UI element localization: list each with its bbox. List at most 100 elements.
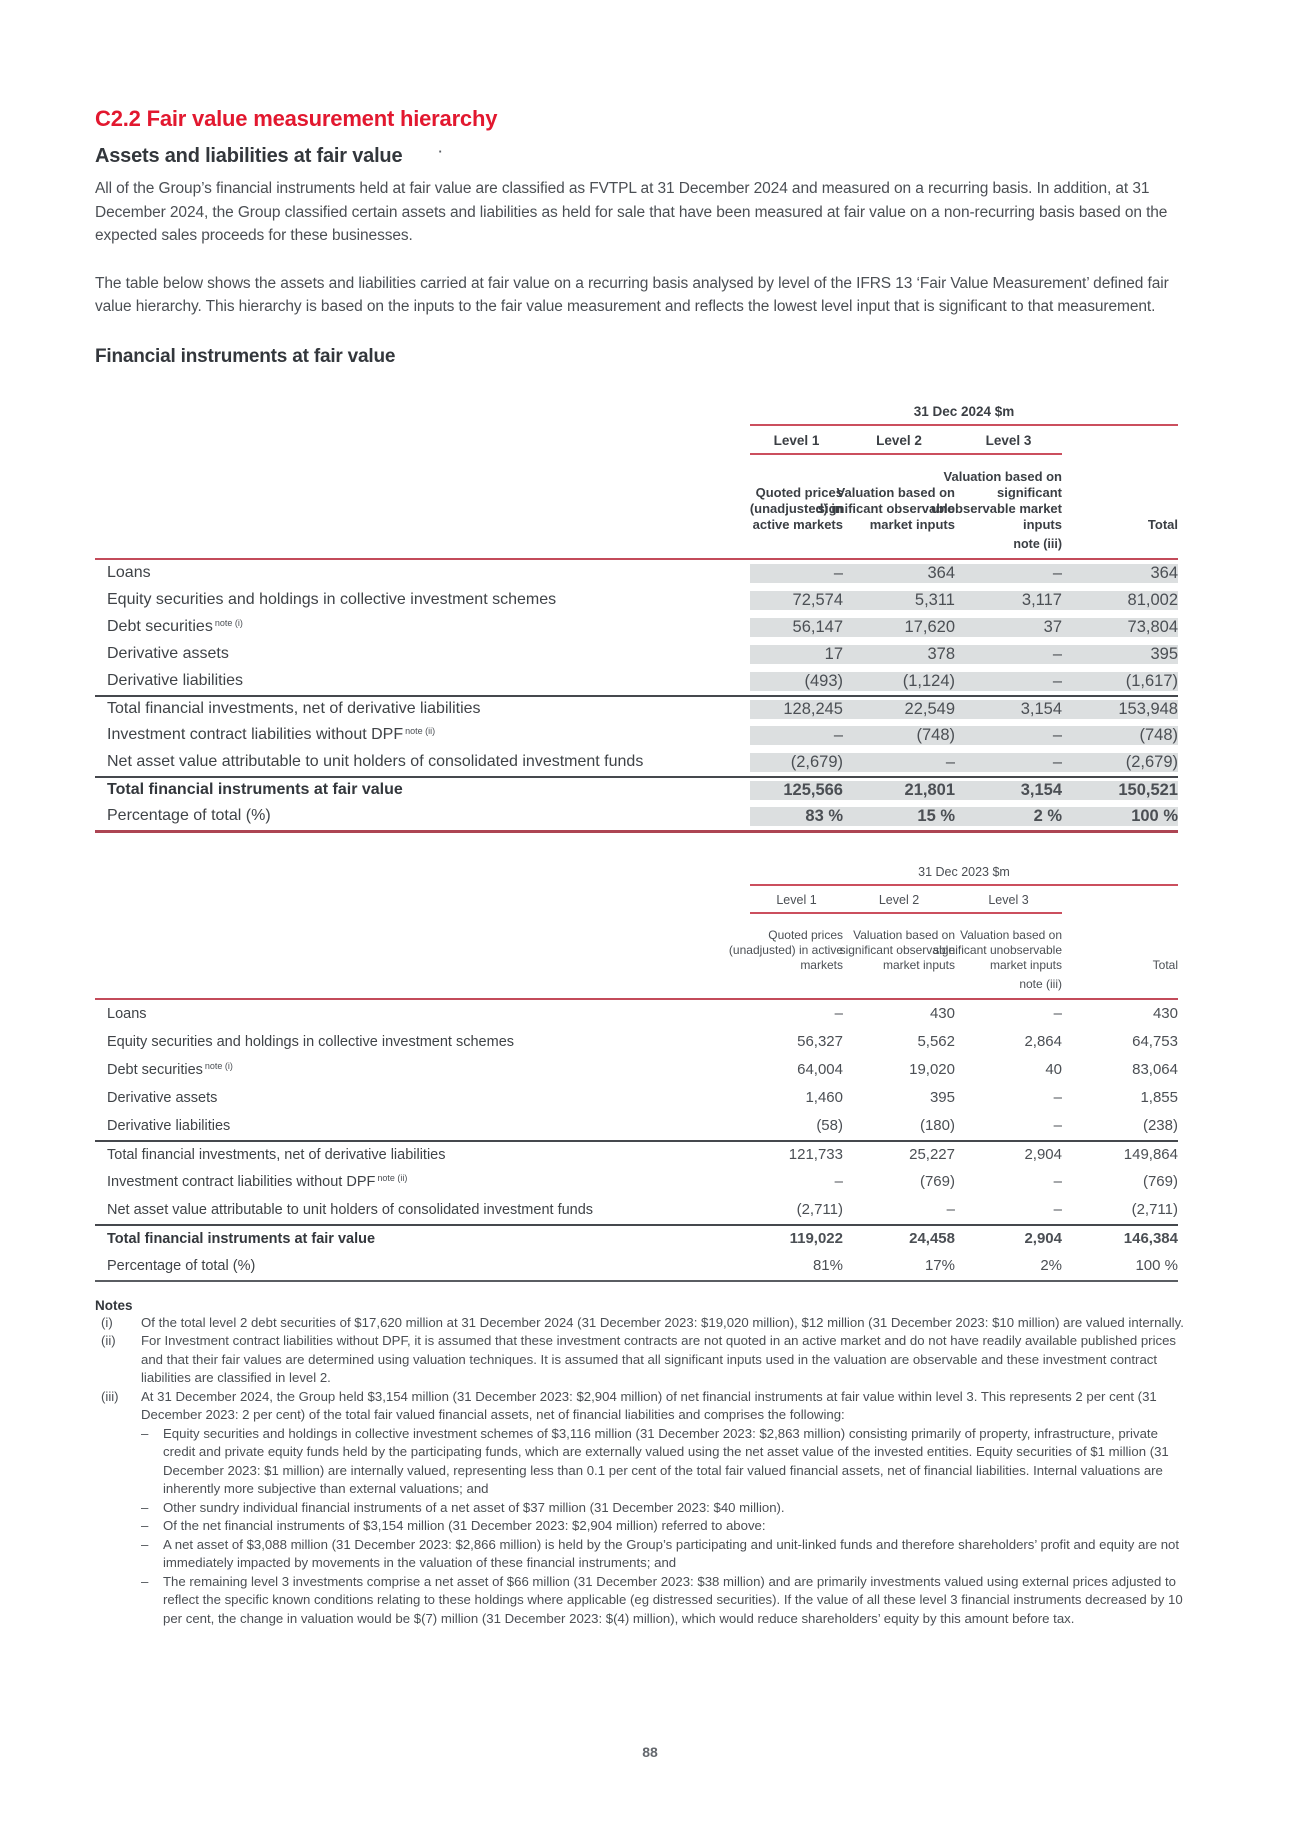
table-body: Loans –364–364 Equity securities and holdi…: [95, 557, 1178, 833]
row-label: Loans: [107, 1005, 147, 1022]
table-row: Derivative liabilities (58) (180) – (238): [95, 1112, 1178, 1140]
cell-total: 64,753: [1132, 1033, 1178, 1050]
bullet-dash-icon: –: [141, 1518, 149, 1533]
cell-level2: (748): [843, 725, 955, 745]
row-label: Percentage of total (%): [107, 807, 271, 824]
cell-total: (2,679): [1062, 752, 1178, 772]
cell-level2: 25,227: [909, 1146, 955, 1163]
note-bullet: – A net asset of $3,088 million (31 Decem…: [95, 1536, 1192, 1573]
note-item: (ii) For Investment contract liabilities …: [95, 1332, 1192, 1388]
cell-level2: 5,562: [917, 1033, 955, 1050]
cell-level2: –: [843, 752, 955, 772]
row-label: Total financial investments, net of deri…: [107, 700, 481, 717]
cell-level2: 430: [929, 1005, 955, 1022]
row-label: Investment contract liabilities without …: [107, 1173, 408, 1190]
cell-total: 81,002: [1062, 590, 1178, 610]
cell-level3: 2 %: [955, 806, 1062, 826]
cell-level2: 364: [843, 563, 955, 583]
note-bullet: – The remaining level 3 investments compr…: [95, 1573, 1192, 1629]
table-row: Percentage of total (%) 83 % 15 % 2 % 100 %: [95, 803, 1178, 830]
fair-value-table-2024: 31 Dec 2024 $m Level 1 Level 2 Level 3 Quote…: [95, 404, 1178, 833]
note-marker: (ii): [101, 1333, 116, 1348]
cell-level1: 125,566: [750, 780, 843, 800]
intro-paragraph-1: All of the Group’s financial instruments…: [95, 180, 1168, 244]
notes-body: (i) Of the total level 2 debt securities …: [95, 1314, 1192, 1629]
cell-level1: (2,711): [796, 1201, 843, 1218]
note-bullet: – Other sundry individual financial instr…: [95, 1499, 1192, 1518]
cell-level1: (493): [750, 671, 843, 691]
cell-total: (748): [1062, 725, 1178, 745]
cell-level2: (769): [919, 1173, 955, 1190]
note-text: At 31 December 2024, the Group held $3,1…: [141, 1388, 1157, 1423]
cell-level2: 21,801: [843, 780, 955, 800]
table-row: Debt securities note (i) 56,147 17,620 37 73,…: [95, 614, 1178, 641]
row-label: Derivative liabilities: [107, 672, 244, 689]
cell-level3: 2,904: [1024, 1230, 1062, 1247]
note-superscript: note (ii): [405, 726, 436, 736]
level-header: Level 3: [988, 892, 1029, 907]
note-reference: note (iii): [1019, 976, 1062, 991]
cell-level1: –: [834, 1005, 843, 1022]
column-description: Quoted prices (unadjusted) in active mar…: [728, 927, 843, 972]
row-label: Net asset value attributable to unit hol…: [107, 1201, 594, 1218]
cell-level1: –: [834, 1173, 843, 1190]
note-bullet-text: The remaining level 3 investments compri…: [163, 1573, 1183, 1626]
row-label: Total financial instruments at fair valu…: [107, 781, 403, 798]
table-row: Percentage of total (%) 81% 17% 2% 100 %: [95, 1252, 1178, 1280]
subsection-title-text: Assets and liabilities at fair value: [95, 145, 403, 167]
row-label: Derivative assets: [107, 1089, 218, 1106]
cell-level1: 56,147: [750, 617, 843, 637]
cell-level3: –: [955, 644, 1062, 664]
column-description: Quoted prices (unadjusted) in active mar…: [749, 484, 843, 532]
level-header: Level 3: [985, 432, 1032, 448]
intro-paragraph-2: The table below shows the assets and lia…: [95, 274, 1169, 316]
cell-total: 430: [1152, 1005, 1178, 1022]
table-row: Investment contract liabilities without …: [95, 1168, 1178, 1196]
cell-level1: 121,733: [788, 1146, 843, 1163]
row-label: Investment contract liabilities without …: [107, 726, 436, 743]
cell-total: (1,617): [1062, 671, 1178, 691]
cell-level1: –: [750, 563, 843, 583]
note-superscript: note (ii): [377, 1173, 408, 1183]
cell-level2: 5,311: [843, 590, 955, 610]
bullet-dash-icon: –: [141, 1536, 149, 1552]
table-header: 31 Dec 2024 $m Level 1 Level 2 Level 3 Quote…: [95, 404, 1178, 558]
column-description: Valuation based on significant unobserva…: [931, 468, 1062, 532]
level-header: Level 1: [776, 892, 817, 907]
cell-level1: (58): [816, 1117, 843, 1134]
cell-total: 395: [1062, 644, 1178, 664]
table-row: Debt securities note (i) 64,004 19,020 40 83,…: [95, 1056, 1178, 1084]
level-header-group: Level 1 Level 2 Level 3: [750, 433, 1062, 455]
cell-total: 146,384: [1123, 1230, 1178, 1247]
note-superscript: note (i): [214, 618, 243, 628]
bullet-dash-icon: –: [141, 1573, 149, 1589]
cell-level1: 17: [750, 644, 843, 664]
table-row: Derivative assets 1,460 395 – 1,855: [95, 1084, 1178, 1112]
note-item: (i) Of the total level 2 debt securities …: [95, 1314, 1192, 1333]
cell-level3: 2%: [1040, 1257, 1062, 1274]
table-header: 31 Dec 2023 $m Level 1 Level 2 Level 3 Quote…: [95, 865, 1178, 998]
cell-level1: 81%: [812, 1257, 843, 1274]
note-text: Of the total level 2 debt securities of …: [141, 1314, 1184, 1330]
table-row: Loans –364–364: [95, 560, 1178, 587]
cell-level3: –: [1053, 1173, 1062, 1190]
subsection-title: Assets and liabilities at fair value ·: [95, 144, 1192, 168]
cell-level1: 119,022: [789, 1230, 843, 1247]
cell-level3: 2,904: [1024, 1146, 1062, 1163]
cell-level3: 3,154: [955, 699, 1062, 719]
level-header-group: Level 1 Level 2 Level 3: [750, 893, 1062, 914]
note-marker: (iii): [101, 1388, 119, 1404]
cell-total: (2,711): [1131, 1201, 1178, 1218]
row-label: Debt securities note (i): [107, 618, 243, 635]
note-superscript: note (i): [204, 1061, 233, 1071]
row-label: Derivative liabilities: [107, 1117, 231, 1134]
cell-level1: 128,245: [750, 699, 843, 719]
cell-level2: 17%: [924, 1257, 955, 1274]
cell-level3: –: [1053, 1201, 1062, 1218]
level-header: Level 1: [773, 432, 820, 448]
table-row: Equity securities and holdings in collec…: [95, 587, 1178, 614]
note-bullet-text: Equity securities and holdings in collec…: [163, 1425, 1169, 1497]
cell-level2: 19,020: [909, 1061, 955, 1078]
notes-section: Notes (i) Of the total level 2 debt secur…: [95, 1298, 1192, 1629]
cell-level3: 2,864: [1024, 1033, 1062, 1050]
